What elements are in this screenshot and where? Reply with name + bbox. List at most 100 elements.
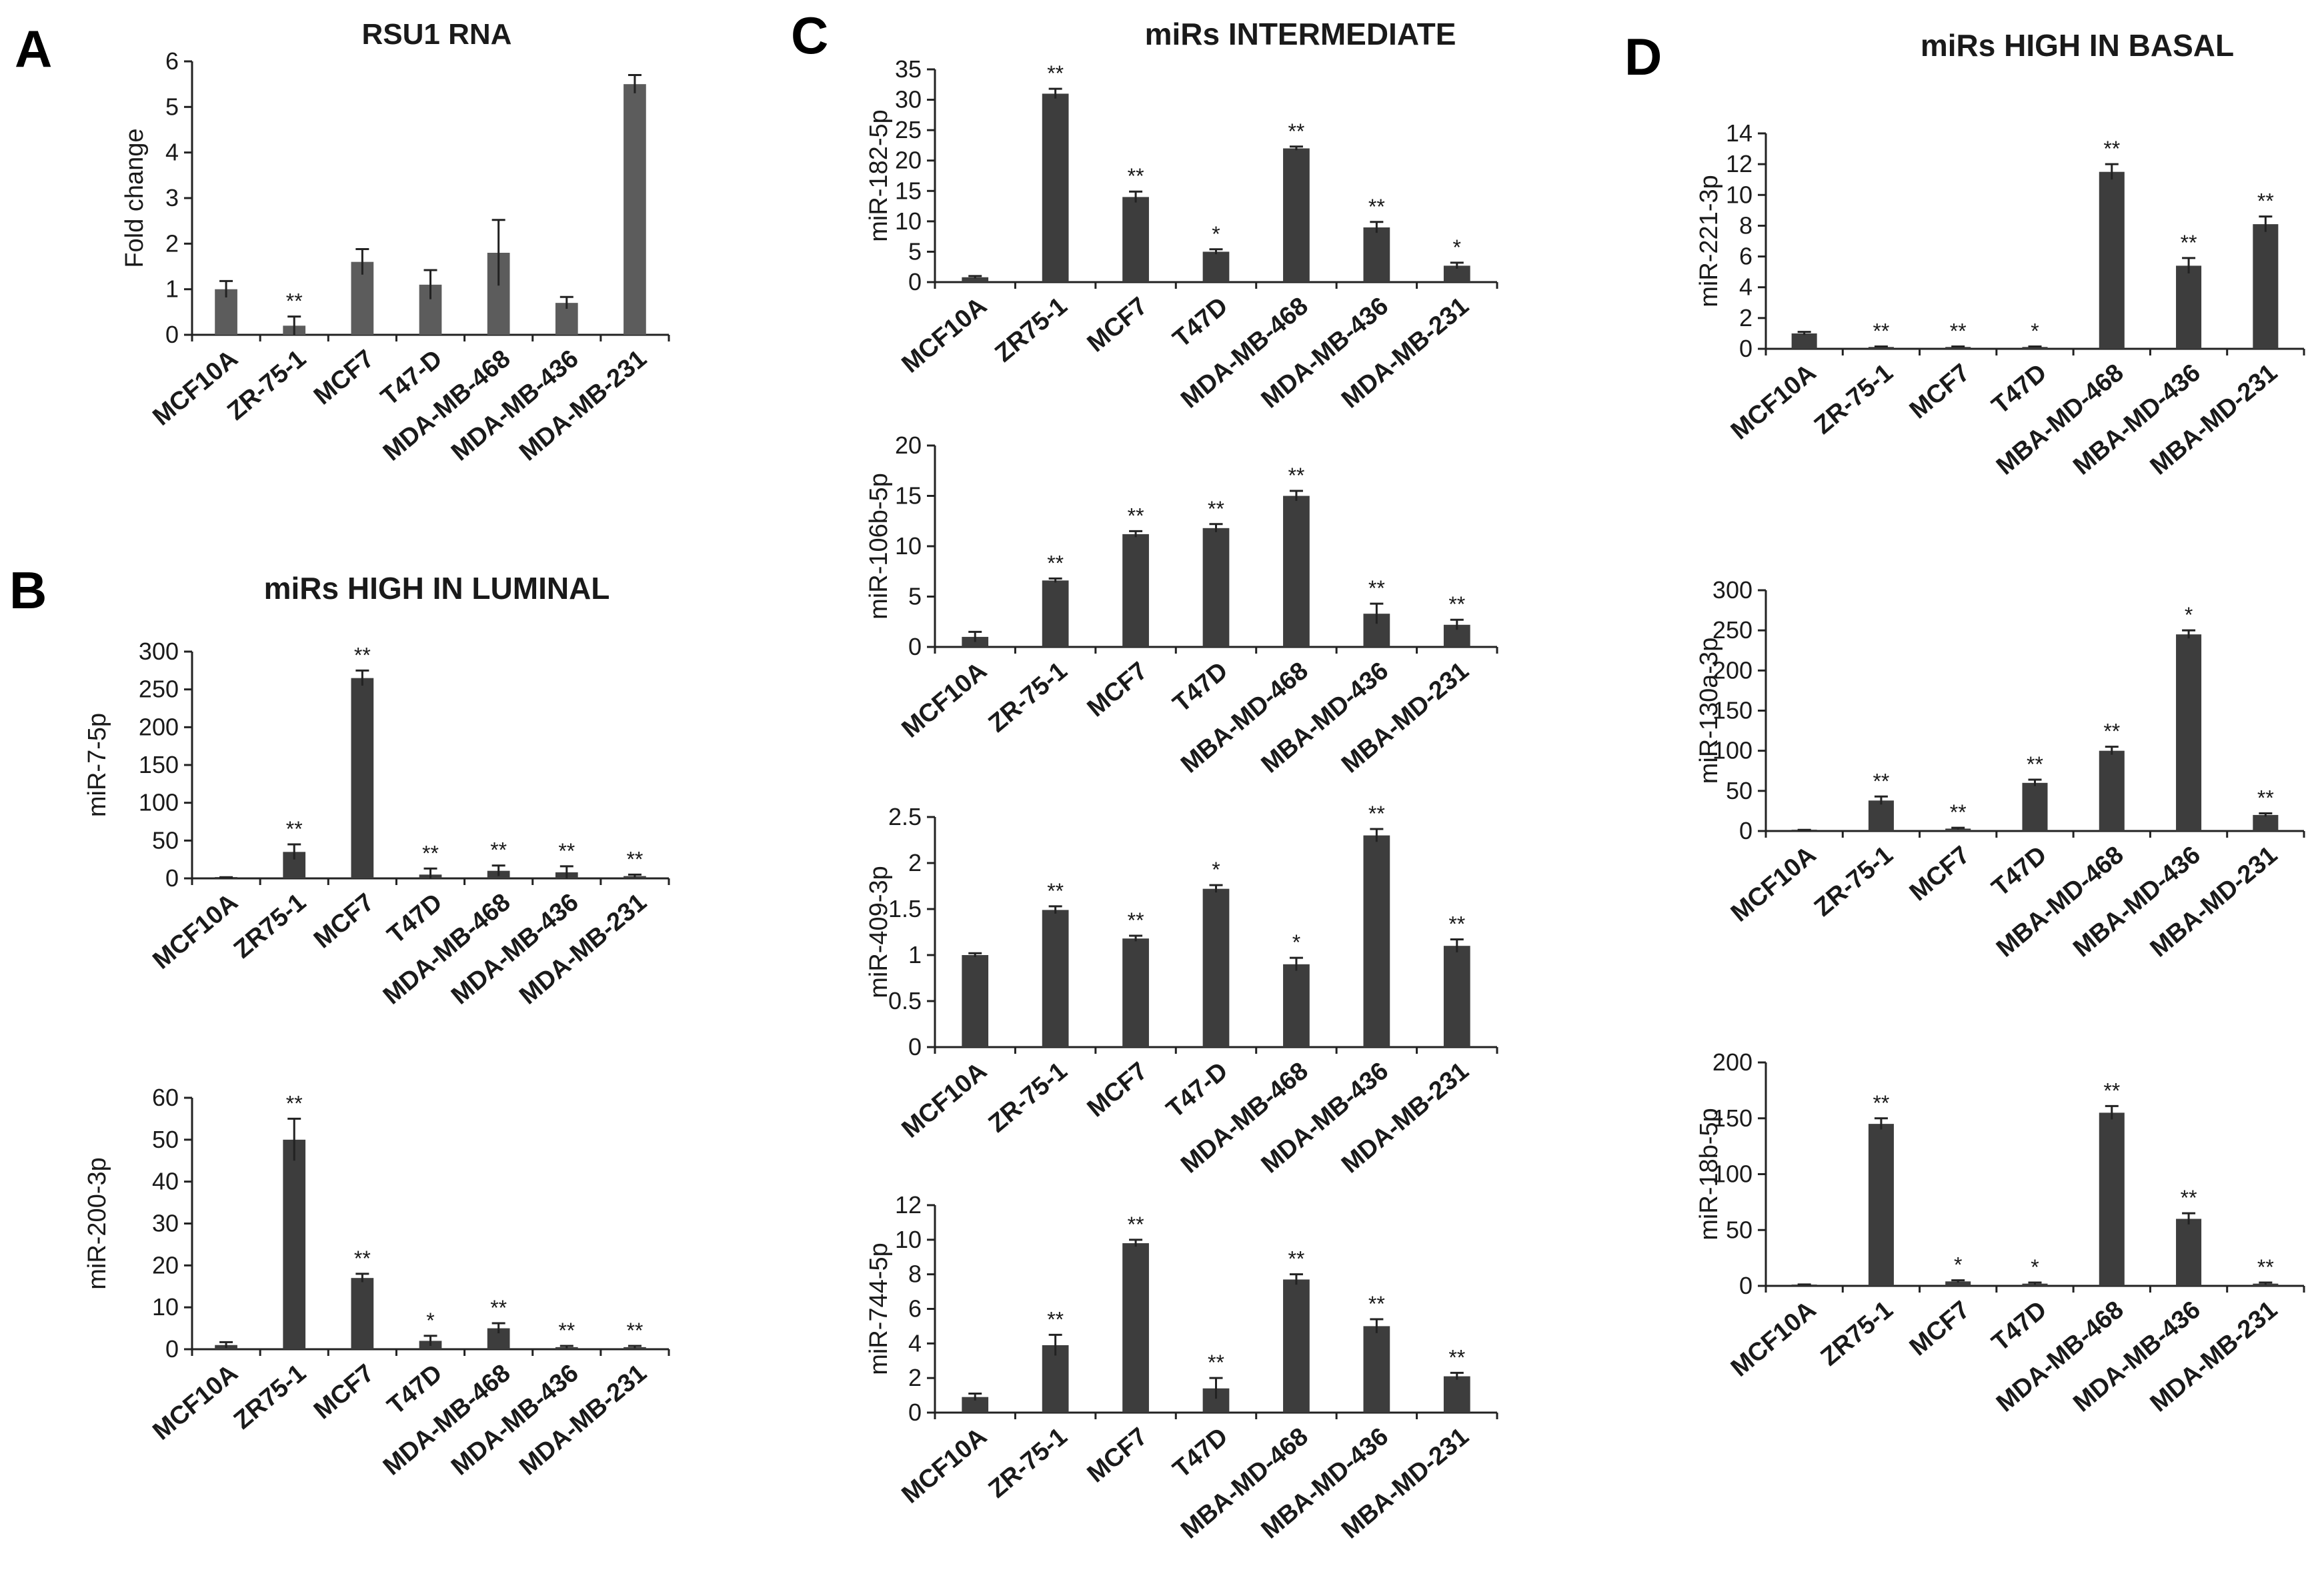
significance-label: ** xyxy=(354,1247,371,1271)
bar xyxy=(2022,782,2048,831)
y-tick-label: 30 xyxy=(895,86,922,113)
bar xyxy=(1122,197,1149,282)
bar xyxy=(1868,347,1894,349)
significance-label: * xyxy=(1212,858,1220,882)
y-tick-label: 12 xyxy=(1726,150,1753,177)
y-tick-label: 0 xyxy=(908,268,922,295)
bar xyxy=(1363,835,1390,1047)
x-tick-label: T47-D xyxy=(1161,1057,1233,1124)
significance-label: ** xyxy=(1047,879,1064,903)
bar xyxy=(1945,347,1971,349)
chart-b1: miR-7-5p 0 50 100 150 200 250 300 MCF10A ** ZR75-1… xyxy=(83,638,670,1010)
significance-label: ** xyxy=(1873,1091,1889,1115)
chart-b2: miR-200-3p 0 10 20 30 40 50 60 MCF10A ** ZR75-1 ** M… xyxy=(83,1084,670,1481)
significance-label: ** xyxy=(1288,464,1304,488)
significance-label: ** xyxy=(1047,61,1064,85)
y-tick-label: 0 xyxy=(908,633,922,660)
significance-label: ** xyxy=(354,643,371,667)
chart-d3: miR-18b-5p 0 50 100 150 200 MCF10A ** ZR75-1 * MCF… xyxy=(1695,1048,2305,1418)
charts-layer: Fold change0123456MCF10A**ZR-75-1MCF7T47… xyxy=(83,47,2305,1545)
bar xyxy=(1443,946,1470,1047)
y-tick-label: 10 xyxy=(1726,181,1753,208)
significance-label: ** xyxy=(2257,189,2274,213)
y-tick-label: 200 xyxy=(139,713,179,740)
y-tick-label: 0 xyxy=(908,1033,922,1060)
significance-label: ** xyxy=(1047,1307,1064,1331)
y-tick-label: 10 xyxy=(152,1293,179,1321)
y-tick-label: 2 xyxy=(1739,304,1753,331)
y-axis-label: miR-106b-5p xyxy=(865,473,893,620)
bar xyxy=(962,277,989,282)
significance-label: ** xyxy=(626,1319,643,1343)
y-tick-label: 50 xyxy=(1726,1216,1753,1243)
bar xyxy=(2176,634,2202,831)
y-tick-label: 200 xyxy=(1712,1048,1753,1076)
y-tick-label: 100 xyxy=(139,789,179,816)
x-tick-label: MCF7 xyxy=(1905,1296,1975,1362)
x-tick-label: ZR75-1 xyxy=(990,292,1072,368)
y-tick-label: 0.5 xyxy=(888,987,922,1014)
bar xyxy=(2176,265,2202,349)
significance-label: ** xyxy=(558,839,575,863)
y-axis-label: miR-7-5p xyxy=(83,713,111,817)
y-tick-label: 4 xyxy=(1739,273,1753,301)
significance-label: ** xyxy=(1873,319,1889,343)
x-tick-label: ZR75-1 xyxy=(229,888,311,964)
significance-label: ** xyxy=(286,1091,303,1115)
x-tick-label: MCF7 xyxy=(1082,1057,1153,1123)
significance-label: ** xyxy=(1448,912,1465,936)
y-tick-label: 10 xyxy=(895,532,922,560)
y-axis-label: miR-744-5p xyxy=(865,1243,893,1375)
bar xyxy=(1283,148,1310,282)
bar xyxy=(1202,888,1230,1047)
bar xyxy=(1945,1281,1971,1286)
y-tick-label: 5 xyxy=(908,237,922,265)
x-tick-label: ZR-75-1 xyxy=(1809,359,1899,440)
bar xyxy=(1202,251,1230,282)
y-tick-label: 20 xyxy=(152,1251,179,1279)
x-tick-label: MCF7 xyxy=(1905,841,1975,907)
y-tick-label: 30 xyxy=(152,1210,179,1237)
x-tick-label: T47D xyxy=(1987,1296,2052,1357)
significance-label: ** xyxy=(1208,1351,1224,1375)
panel-label-d: D xyxy=(1624,27,1662,86)
y-tick-label: 10 xyxy=(895,1226,922,1253)
y-tick-label: 6 xyxy=(165,47,179,75)
chart-c2: miR-106b-5p 0 5 10 15 20 MCF10A ** ZR-75-1 ** MCF7… xyxy=(865,432,1498,779)
bar xyxy=(2253,814,2279,831)
bar xyxy=(962,955,989,1047)
bar xyxy=(1122,534,1149,647)
panel-title-c: miRs INTERMEDIATE xyxy=(1145,17,1456,51)
y-tick-label: 200 xyxy=(1712,656,1753,684)
significance-label: ** xyxy=(2027,752,2043,776)
panel-title-b: miRs HIGH IN LUMINAL xyxy=(264,571,610,606)
y-axis-label: miR-130a-3p xyxy=(1695,638,1723,784)
significance-label: * xyxy=(2031,319,2039,343)
y-tick-label: 8 xyxy=(908,1261,922,1288)
y-tick-label: 14 xyxy=(1726,119,1753,147)
x-tick-label: MCF10A xyxy=(897,292,992,379)
x-tick-label: MCF10A xyxy=(147,1359,243,1446)
significance-label: * xyxy=(1292,930,1300,954)
significance-label: ** xyxy=(1128,164,1144,188)
x-tick-label: MCF10A xyxy=(1726,841,1821,928)
y-tick-label: 5 xyxy=(165,93,179,120)
x-tick-label: T47D xyxy=(1168,292,1233,353)
y-tick-label: 300 xyxy=(1712,576,1753,604)
bar xyxy=(1868,1124,1894,1286)
x-tick-label: MCF10A xyxy=(1726,359,1821,446)
x-tick-label: T47D xyxy=(1168,1423,1233,1484)
x-tick-label: MCF7 xyxy=(1082,1423,1153,1489)
significance-label: ** xyxy=(1047,551,1064,575)
significance-label: ** xyxy=(1950,319,1967,343)
chart-d2: miR-130a-3p 0 50 100 150 200 250 300 MCF10A ** ZR-… xyxy=(1695,576,2305,963)
bar xyxy=(1122,938,1149,1047)
y-tick-label: 1.5 xyxy=(888,895,922,922)
y-tick-label: 6 xyxy=(908,1295,922,1323)
x-tick-label: ZR-75-1 xyxy=(984,1057,1073,1138)
panel-label-a: A xyxy=(15,19,52,78)
y-tick-label: 6 xyxy=(1739,243,1753,270)
x-tick-label: ZR-75-1 xyxy=(222,345,311,426)
y-tick-label: 20 xyxy=(895,432,922,459)
significance-label: ** xyxy=(2103,137,2120,161)
